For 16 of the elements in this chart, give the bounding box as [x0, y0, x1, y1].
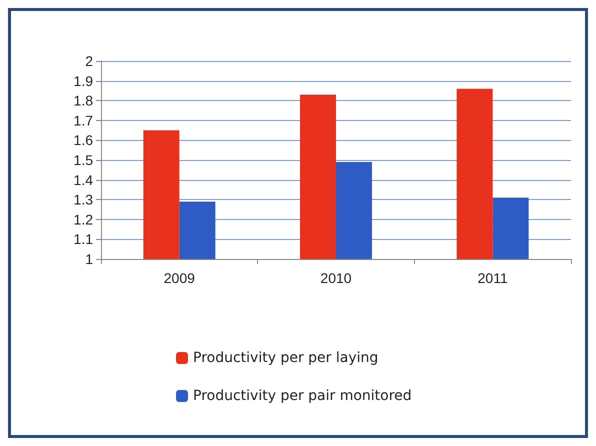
- x-tick-label: 2009: [164, 270, 196, 286]
- y-tick-label: 2: [85, 53, 94, 69]
- x-tick-label: 2010: [320, 270, 352, 286]
- y-tick-label: 1.6: [74, 132, 94, 148]
- y-tick-label: 1.9: [74, 72, 94, 89]
- y-tick-label: 1: [85, 251, 94, 267]
- x-tick-label: 2011: [478, 270, 508, 286]
- y-tick-label: 1.5: [74, 152, 94, 168]
- legend-label: Productivity per per laying: [193, 350, 378, 366]
- y-tick-label: 1.2: [74, 211, 94, 228]
- y-tick-label: 1.3: [74, 192, 94, 208]
- y-tick-label: 1.8: [74, 92, 94, 109]
- legend-label: Productivity per pair monitored: [193, 388, 412, 404]
- y-tick-label: 1.4: [74, 172, 94, 188]
- y-tick-label: 1.1: [74, 231, 94, 248]
- y-tick-label: 1.7: [74, 112, 94, 128]
